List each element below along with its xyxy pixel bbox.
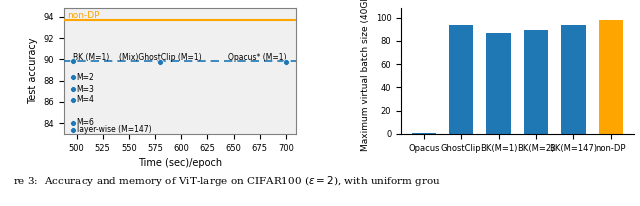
Y-axis label: Test accuracy: Test accuracy [28,38,38,104]
Bar [524,30,548,134]
Text: re 3:  Accuracy and memory of ViT-large on CIFAR100 ($\epsilon = 2$), with unifo: re 3: Accuracy and memory of ViT-large o… [13,174,441,188]
Text: BK (M=1): BK (M=1) [74,53,109,62]
Point [281,60,291,63]
Point [156,60,166,64]
Text: M=4: M=4 [77,95,95,104]
Point [68,76,79,79]
Point [68,60,79,63]
Text: (Mix)GhostClip (M=1): (Mix)GhostClip (M=1) [119,53,202,62]
Point [68,121,79,124]
Text: M=6: M=6 [77,118,95,127]
Text: M=2: M=2 [77,73,94,82]
Point [68,98,79,102]
Text: non-DP: non-DP [67,11,100,20]
Point [68,128,79,131]
Y-axis label: Maximum virtual batch size (40GB): Maximum virtual batch size (40GB) [361,0,370,151]
Text: layer-wise (M=147): layer-wise (M=147) [77,125,151,134]
X-axis label: Time (sec)/epoch: Time (sec)/epoch [138,158,222,168]
Text: M=3: M=3 [77,85,95,94]
Bar [412,133,436,134]
Bar [561,25,586,134]
Bar [449,25,474,134]
Bar [598,20,623,134]
Bar [486,33,511,134]
Text: Opacus* (M=1): Opacus* (M=1) [227,53,286,62]
Point [68,88,79,91]
